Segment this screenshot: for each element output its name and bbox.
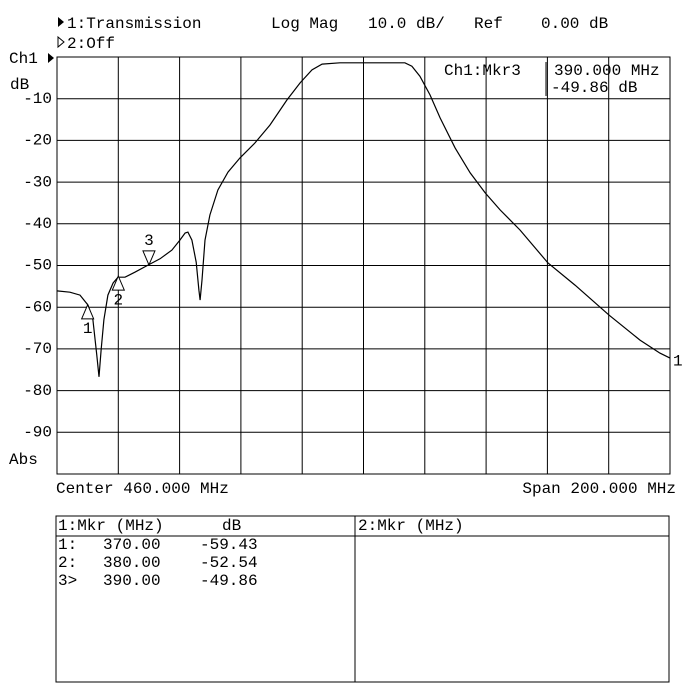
marker xyxy=(142,250,156,267)
marker-label: 2 xyxy=(113,291,123,309)
table-cell: -59.43 xyxy=(200,536,258,554)
y-tick-label: -80 xyxy=(23,382,52,400)
readout-value: -49.86 dB xyxy=(551,79,637,97)
ref-label: Ref xyxy=(474,15,503,33)
trace-label: 1 xyxy=(673,352,683,370)
table-header: 2:Mkr (MHz) xyxy=(358,517,464,535)
table-cell: 380.00 xyxy=(103,554,161,572)
y-tick-label: -20 xyxy=(23,132,52,150)
table-cell: 390.00 xyxy=(103,572,161,590)
table-cell: 2: xyxy=(58,554,77,572)
readout-freq: 390.000 MHz xyxy=(554,62,660,80)
table-cell: 3> xyxy=(58,572,77,590)
table-header: dB xyxy=(222,517,241,535)
span: Span 200.000 MHz xyxy=(522,480,676,498)
trace xyxy=(56,62,671,377)
y-tick-label: -10 xyxy=(23,90,52,108)
marker-table xyxy=(55,515,670,683)
y-tick-label: -50 xyxy=(23,257,52,275)
y-tick-label: -30 xyxy=(23,173,52,191)
y-tick-label: -70 xyxy=(23,340,52,358)
y-tick-label: -90 xyxy=(23,424,52,442)
marker-label: 1 xyxy=(83,320,93,338)
marker xyxy=(80,303,95,320)
marker xyxy=(111,274,126,291)
scale: 10.0 dB/ xyxy=(368,15,445,33)
trace1: 1:Transmission xyxy=(67,15,201,33)
trace2: 2:Off xyxy=(67,35,115,53)
table-cell: 370.00 xyxy=(103,536,161,554)
format: Log Mag xyxy=(271,15,338,33)
trace-icon xyxy=(57,35,65,49)
y-tick-label: -60 xyxy=(23,298,52,316)
unit: dB xyxy=(10,76,29,94)
table-cell: -49.86 xyxy=(200,572,258,590)
table-header: 1:Mkr (MHz) xyxy=(58,517,164,535)
center: Center 460.000 MHz xyxy=(56,480,229,498)
readout-title: Ch1:Mkr3 xyxy=(444,62,521,80)
table-cell: -52.54 xyxy=(200,554,258,572)
ref-value: 0.00 dB xyxy=(541,15,608,33)
mode: Abs xyxy=(9,451,38,469)
channel: Ch1 xyxy=(9,50,38,68)
trace-icon xyxy=(58,17,64,27)
table-cell: 1: xyxy=(58,536,77,554)
ref-icon xyxy=(48,53,54,63)
marker-label: 3 xyxy=(144,232,154,250)
y-tick-label: -40 xyxy=(23,215,52,233)
